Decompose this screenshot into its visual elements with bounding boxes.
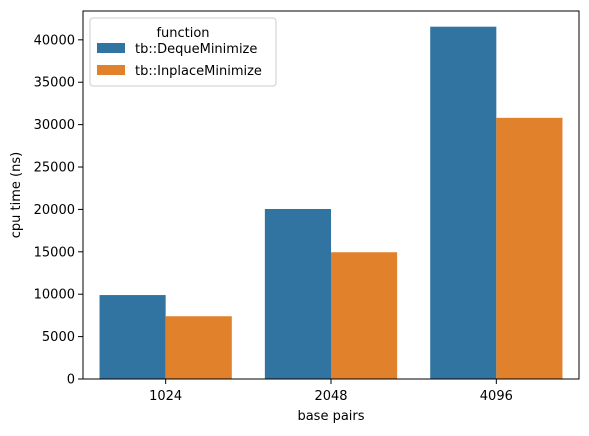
y-tick-label: 10000: [34, 288, 75, 303]
x-tick-label: 1024: [149, 389, 182, 404]
y-tick-label: 40000: [34, 33, 75, 48]
y-axis: 0 5000 10000 15000 20000 25000 30000 35000 40000: [34, 33, 83, 388]
legend-label-inplace: tb::InplaceMinimize: [135, 64, 262, 79]
legend-label-deque: tb::DequeMinimize: [135, 42, 257, 57]
bar-1024-deque: [99, 295, 166, 379]
legend: function tb::DequeMinimize tb::InplaceMi…: [89, 17, 277, 87]
legend-swatch-deque: [97, 43, 125, 53]
y-tick-label: 35000: [34, 76, 75, 91]
legend-swatch-inplace: [97, 65, 125, 75]
legend-box: [89, 17, 277, 87]
bar-4096-deque: [430, 26, 497, 379]
bar-2048-deque: [264, 208, 331, 379]
y-tick-label: 30000: [34, 118, 75, 133]
bar-4096-inplace: [496, 117, 563, 379]
y-tick-label: 0: [67, 373, 75, 388]
y-tick-label: 5000: [42, 330, 75, 345]
legend-title: function: [156, 26, 209, 41]
bar-2048-inplace: [331, 252, 398, 379]
x-tick-label: 4096: [480, 389, 513, 404]
y-tick-label: 25000: [34, 161, 75, 176]
y-axis-label: cpu time (ns): [9, 152, 24, 238]
bar-1024-inplace: [165, 316, 232, 379]
y-tick-label: 20000: [34, 203, 75, 218]
x-axis: 1024 2048 4096: [149, 379, 513, 404]
x-tick-label: 2048: [314, 389, 347, 404]
y-tick-label: 15000: [34, 245, 75, 260]
bars-layer: [99, 26, 563, 379]
x-axis-label: base pairs: [297, 409, 364, 424]
